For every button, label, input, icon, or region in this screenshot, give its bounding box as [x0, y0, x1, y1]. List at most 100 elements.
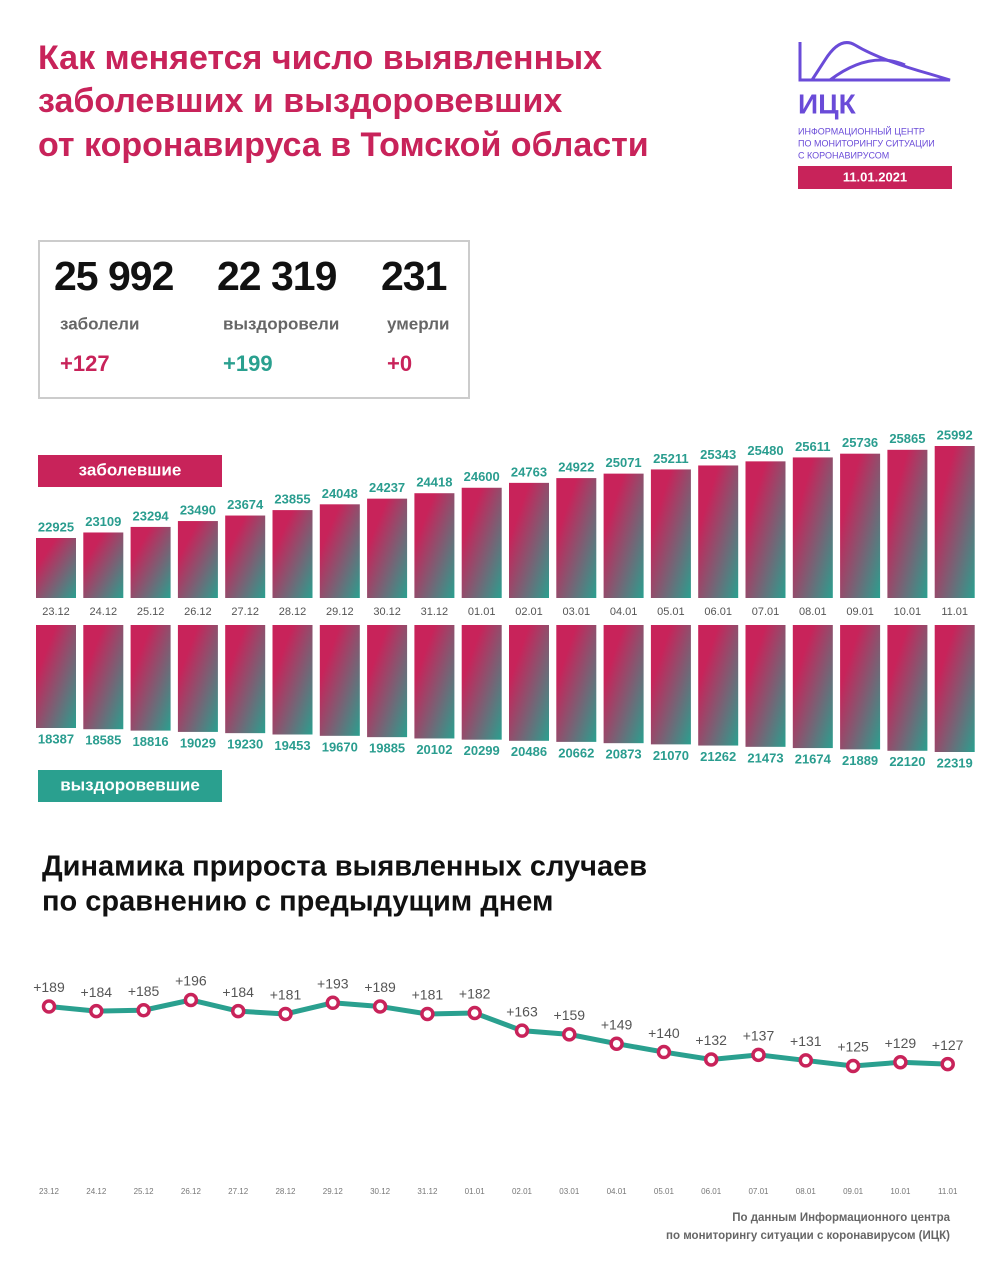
- x-tick-label: 07.01: [752, 606, 780, 618]
- x-tick-label: 10.01: [890, 1187, 911, 1196]
- x-tick-label: 03.01: [563, 606, 591, 618]
- bar: [36, 625, 76, 728]
- value-label: 18387: [38, 731, 74, 746]
- bar: [792, 457, 833, 598]
- value-label: 25736: [842, 435, 878, 450]
- value-label: 25992: [937, 427, 973, 442]
- marker: [136, 1002, 151, 1018]
- value-label: 20873: [606, 747, 642, 762]
- marker: [656, 1044, 672, 1060]
- x-tick-label: 27.12: [231, 606, 259, 618]
- stat-value: 22 319: [217, 253, 337, 299]
- title-line: заболевших и выздоровевших: [38, 82, 562, 120]
- x-tick-label: 08.01: [799, 606, 827, 618]
- value-label: +193: [317, 975, 349, 991]
- x-tick-label: 26.12: [184, 606, 212, 618]
- x-tick-label: 24.12: [90, 606, 118, 618]
- bar: [509, 625, 549, 741]
- x-tick-label: 25.12: [134, 1187, 155, 1196]
- stat-label: выздоровели: [223, 314, 339, 333]
- value-label: 25211: [653, 451, 688, 466]
- value-label: +131: [790, 1033, 822, 1049]
- bar: [177, 625, 218, 732]
- value-label: +189: [364, 979, 396, 995]
- value-label: 19453: [274, 738, 310, 753]
- date: 11.01.2021: [843, 169, 907, 184]
- marker: [89, 1003, 104, 1019]
- value-label: +185: [128, 983, 160, 999]
- bar: [367, 498, 408, 598]
- x-tick-label: 24.12: [86, 1187, 107, 1196]
- marker: [893, 1055, 908, 1070]
- value-label: 19029: [180, 735, 216, 750]
- bar: [698, 625, 739, 746]
- marker: [514, 1023, 530, 1038]
- value-label: +181: [412, 987, 444, 1003]
- value-label: 20102: [416, 742, 452, 757]
- value-label: 21473: [747, 750, 783, 765]
- stat-value: 25 992: [54, 253, 174, 299]
- x-tick-label: 23.12: [42, 606, 70, 618]
- x-tick-label: 31.12: [421, 606, 449, 618]
- bar: [934, 446, 975, 598]
- x-tick-label: 27.12: [228, 1187, 249, 1196]
- bar: [745, 625, 786, 747]
- x-tick-label: 30.12: [373, 606, 401, 618]
- bar: [603, 625, 644, 744]
- value-label: 18585: [85, 733, 121, 748]
- value-label: +132: [695, 1032, 727, 1048]
- value-label: 19670: [322, 739, 358, 754]
- x-tick-label: 11.01: [941, 606, 968, 618]
- marker: [325, 995, 341, 1011]
- bar: [319, 625, 360, 736]
- value-label: 18816: [133, 734, 169, 749]
- value-label: 21070: [653, 748, 689, 763]
- bar: [840, 625, 881, 750]
- value-label: +182: [459, 986, 491, 1002]
- value-label: 21889: [842, 753, 878, 768]
- marker: [562, 1027, 577, 1042]
- marker: [940, 1056, 955, 1072]
- value-label: +149: [601, 1016, 633, 1032]
- logo-name: ИЦК: [798, 88, 857, 119]
- x-tick-label: 05.01: [654, 1187, 675, 1196]
- marker: [278, 1006, 293, 1022]
- x-tick-label: 28.12: [275, 1187, 296, 1196]
- series-title: выздоровевшие: [60, 775, 200, 794]
- value-label: 25071: [606, 455, 642, 470]
- value-label: +125: [837, 1039, 869, 1055]
- value-label: +189: [33, 979, 65, 995]
- x-tick-label: 11.01: [938, 1187, 958, 1196]
- value-label: 24763: [511, 464, 547, 479]
- x-tick-label: 30.12: [370, 1187, 391, 1196]
- value-label: +129: [885, 1035, 917, 1051]
- bar: [130, 526, 171, 598]
- value-label: 24237: [369, 480, 405, 495]
- value-label: 21262: [700, 749, 736, 764]
- value-label: 20662: [558, 745, 594, 760]
- marker: [703, 1052, 719, 1067]
- section-title: Динамика прироста выявленных случаев: [42, 851, 647, 883]
- x-tick-label: 05.01: [657, 606, 685, 618]
- x-tick-label: 04.01: [610, 606, 638, 618]
- x-tick-label: 02.01: [515, 606, 543, 618]
- x-tick-label: 10.01: [894, 606, 922, 618]
- marker: [420, 1006, 435, 1022]
- bar: [83, 625, 124, 730]
- x-tick-label: 28.12: [279, 606, 307, 618]
- logo-subtitle: С КОРОНАВИРУСОМ: [798, 150, 889, 160]
- value-label: 23855: [274, 492, 310, 507]
- x-tick-label: 01.01: [465, 1187, 486, 1196]
- marker: [467, 1005, 482, 1021]
- bar: [650, 469, 691, 598]
- value-label: 23109: [85, 514, 121, 529]
- series-title-box: [38, 770, 222, 802]
- x-tick-label: 26.12: [181, 1187, 202, 1196]
- bar: [225, 625, 266, 734]
- value-label: +184: [81, 984, 113, 1000]
- bar: [556, 478, 597, 598]
- marker: [230, 1003, 246, 1019]
- section-title: по сравнению с предыдущим днем: [42, 886, 553, 918]
- value-label: +163: [506, 1003, 538, 1019]
- title-line: Как меняется число выявленных: [38, 39, 602, 77]
